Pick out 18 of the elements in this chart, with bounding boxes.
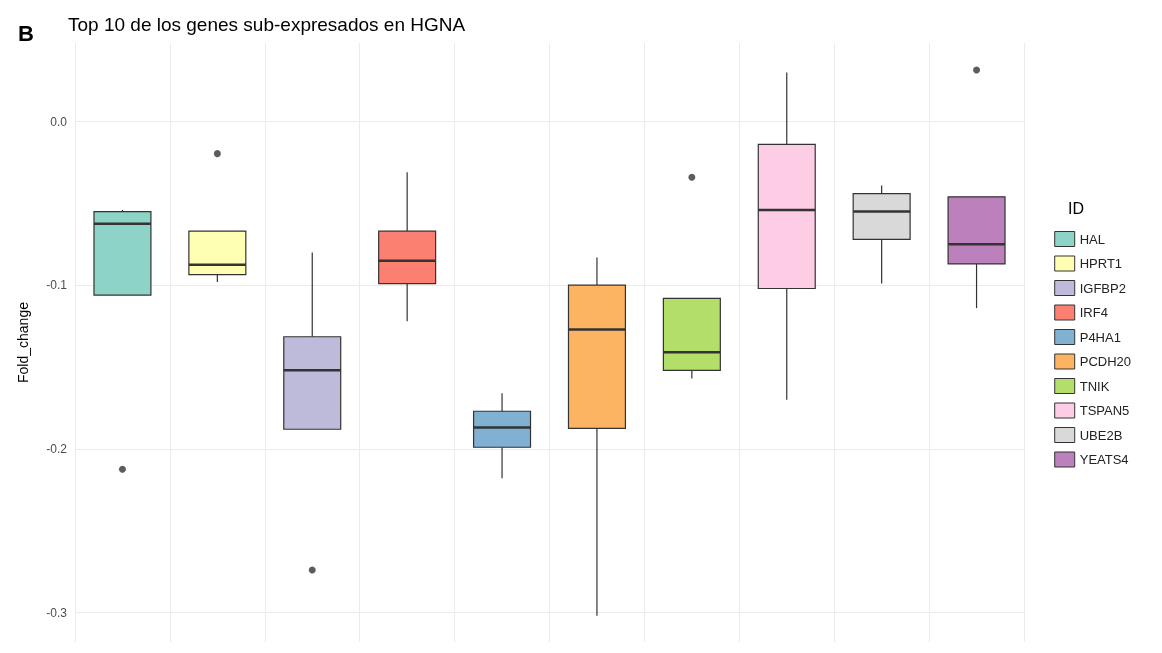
- legend-title: ID: [1068, 199, 1084, 217]
- y-tick-label: -0.1: [46, 278, 68, 293]
- legend-label: YEATS4: [1079, 452, 1129, 467]
- y-tick-label: 0.0: [50, 114, 68, 129]
- legend-label: UBE2B: [1079, 427, 1123, 443]
- legend-label: IGFBP2: [1079, 280, 1126, 296]
- legend-label: HPRT1: [1079, 256, 1123, 271]
- y-tick-label: -0.2: [46, 441, 68, 456]
- y-axis-title: Fold_change: [15, 301, 31, 383]
- legend-label: TNIK: [1079, 378, 1110, 394]
- chart-title: Top 10 de los genes sub-expresados en HGNA: [68, 14, 466, 35]
- legend-label: P4HA1: [1079, 329, 1121, 345]
- legend-label: PCDH20: [1079, 354, 1131, 369]
- legend-label: IRF4: [1079, 305, 1108, 320]
- y-tick-label: -0.3: [46, 605, 68, 620]
- legend-label: TSPAN5: [1079, 403, 1130, 418]
- text: B: [18, 20, 34, 46]
- legend-label: HAL: [1079, 231, 1105, 247]
